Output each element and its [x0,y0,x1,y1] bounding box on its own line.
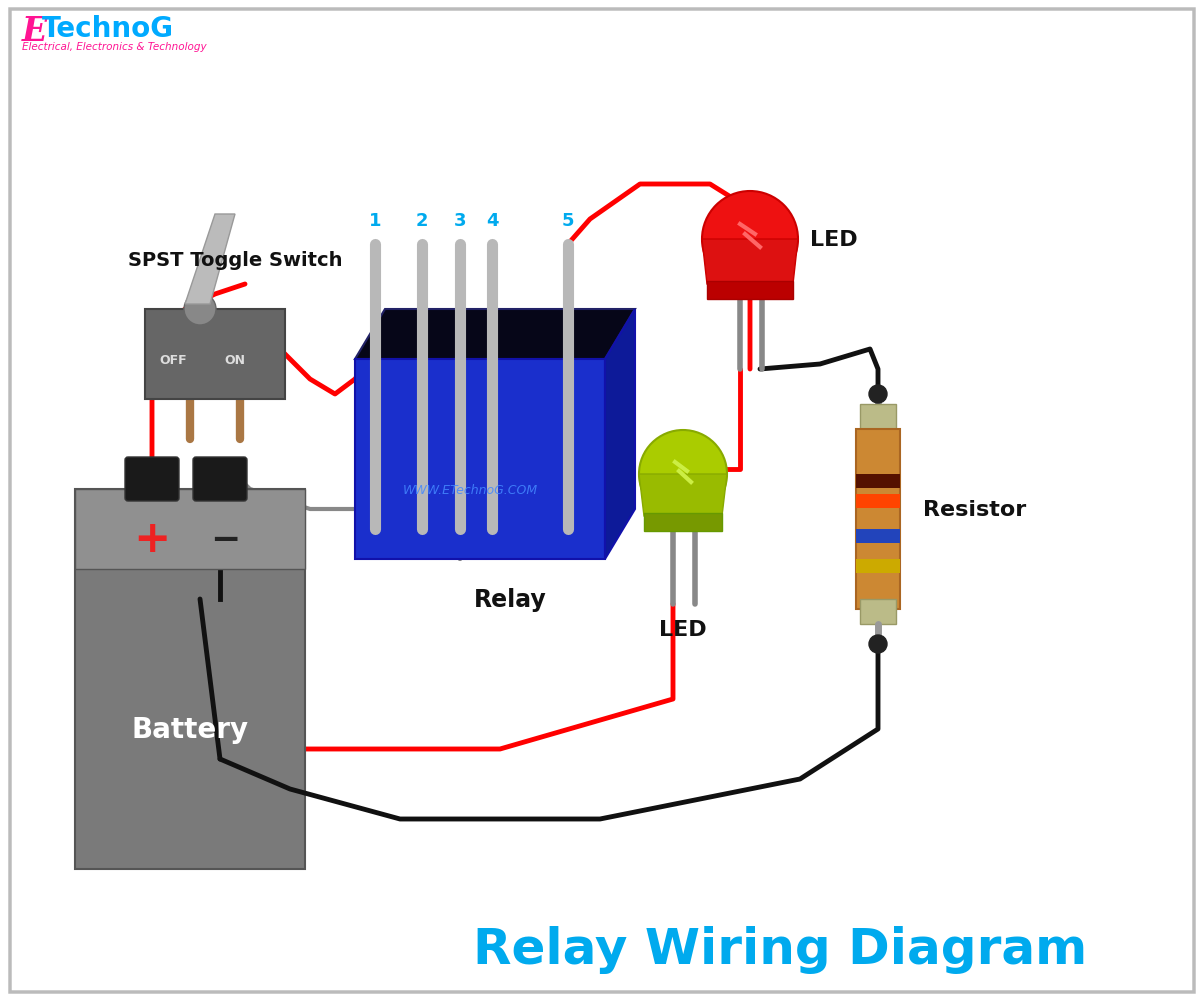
Text: −: − [209,522,240,556]
Bar [707,282,793,300]
Bar [860,405,896,430]
Text: 4: 4 [485,211,498,229]
Polygon shape [702,239,798,285]
Bar [75,490,305,869]
Text: SPST Toggle Switch: SPST Toggle Switch [128,250,342,270]
Text: 3: 3 [454,211,466,229]
Bar [860,599,896,624]
FancyBboxPatch shape [193,458,247,501]
Bar [644,513,722,531]
Bar [144,310,285,400]
Circle shape [869,635,887,653]
Text: E: E [22,15,47,48]
Polygon shape [355,310,635,360]
Text: 1: 1 [368,211,382,229]
Text: LED: LED [659,619,707,639]
Text: Electrical, Electronics & Technology: Electrical, Electronics & Technology [22,42,207,52]
Polygon shape [604,310,635,559]
Text: Resistor: Resistor [923,500,1026,519]
Ellipse shape [702,191,798,288]
Ellipse shape [639,431,727,518]
Circle shape [869,386,887,404]
Polygon shape [185,214,235,305]
Text: Relay: Relay [473,587,547,611]
Text: +: + [134,518,171,561]
Circle shape [184,294,216,326]
Text: OFF: OFF [159,353,187,366]
Bar [856,430,901,609]
Text: 5: 5 [562,211,574,229]
Bar [856,559,901,573]
Text: ON: ON [224,353,246,366]
Text: LED: LED [810,229,857,249]
Bar [856,475,901,489]
Bar [355,360,604,559]
FancyBboxPatch shape [10,10,1194,992]
Text: TechnoG: TechnoG [42,15,175,43]
Text: Battery: Battery [131,715,248,743]
Text: 2: 2 [415,211,429,229]
Text: WWW.ETechnoG.COM: WWW.ETechnoG.COM [402,483,537,496]
Polygon shape [639,475,727,516]
Bar [75,490,305,569]
Text: Relay Wiring Diagram: Relay Wiring Diagram [473,925,1087,973]
Bar [856,495,901,508]
Bar [856,529,901,543]
FancyBboxPatch shape [125,458,179,501]
